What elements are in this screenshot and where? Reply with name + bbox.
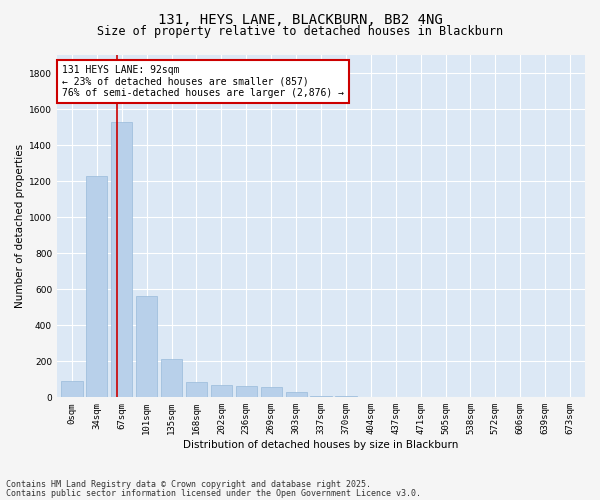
Bar [161, 358, 182, 398]
Text: 131 HEYS LANE: 92sqm
← 23% of detached houses are smaller (857)
76% of semi-deta: 131 HEYS LANE: 92sqm ← 23% of detached h… [62, 66, 344, 98]
Y-axis label: Number of detached properties: Number of detached properties [15, 144, 25, 308]
Text: Contains HM Land Registry data © Crown copyright and database right 2025.: Contains HM Land Registry data © Crown c… [6, 480, 371, 489]
Bar [86, 176, 107, 398]
Bar [286, 392, 307, 398]
Bar [360, 397, 382, 398]
Bar [186, 382, 207, 398]
X-axis label: Distribution of detached houses by size in Blackburn: Distribution of detached houses by size … [184, 440, 459, 450]
Bar [310, 396, 332, 398]
Bar [260, 388, 282, 398]
Bar [335, 396, 356, 398]
Text: Contains public sector information licensed under the Open Government Licence v3: Contains public sector information licen… [6, 488, 421, 498]
Bar [111, 122, 133, 398]
Bar [136, 296, 157, 398]
Text: 131, HEYS LANE, BLACKBURN, BB2 4NG: 131, HEYS LANE, BLACKBURN, BB2 4NG [158, 12, 442, 26]
Bar [236, 386, 257, 398]
Text: Size of property relative to detached houses in Blackburn: Size of property relative to detached ho… [97, 25, 503, 38]
Bar [211, 384, 232, 398]
Bar [61, 381, 83, 398]
